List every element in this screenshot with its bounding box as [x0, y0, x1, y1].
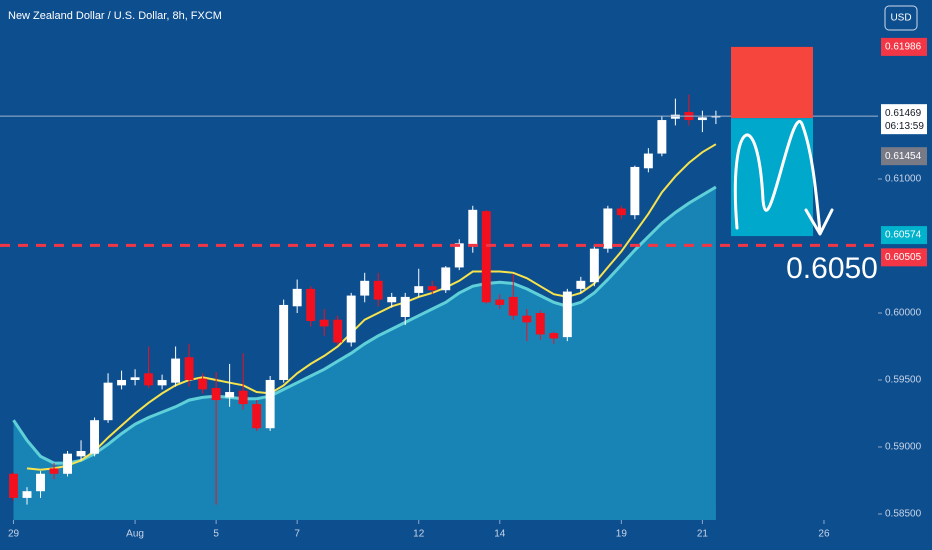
- currency-box[interactable]: [884, 5, 918, 31]
- x-tick-label: 12: [413, 529, 425, 540]
- candle-body: [630, 166, 640, 216]
- candle-body: [238, 390, 248, 405]
- candle-body: [495, 299, 505, 305]
- candle-body: [697, 117, 707, 121]
- price-badge-label: 0.61986: [885, 42, 922, 53]
- candle-body: [103, 382, 113, 421]
- x-tick-label: 19: [616, 529, 628, 540]
- candle-body: [76, 450, 86, 457]
- candle-body: [90, 420, 100, 454]
- candle-body: [346, 295, 356, 343]
- candle-body: [468, 209, 478, 246]
- price-badge: [881, 226, 927, 245]
- price-badge: [881, 248, 927, 267]
- countdown: 06:13:59: [885, 121, 924, 132]
- candle-body: [616, 208, 626, 216]
- candle-body: [603, 208, 613, 249]
- x-tick-label: Aug: [126, 529, 144, 540]
- candle-body: [279, 304, 289, 380]
- candle-body: [643, 153, 653, 169]
- candle-body: [576, 280, 586, 289]
- y-tick-label: 0.58500: [885, 509, 922, 520]
- candle-body: [333, 319, 343, 343]
- candle-body: [49, 468, 59, 474]
- candle-body: [508, 296, 518, 316]
- candle-body: [117, 379, 127, 386]
- candle-body: [414, 286, 424, 293]
- candle-body: [522, 315, 532, 323]
- candle-body: [252, 404, 262, 429]
- candle-body: [670, 114, 680, 119]
- stop-zone: [731, 46, 813, 119]
- candle-body: [387, 296, 397, 303]
- x-tick-label: 14: [494, 529, 506, 540]
- candle-body: [360, 280, 370, 296]
- candle-body: [711, 116, 721, 118]
- x-tick-label: 5: [213, 529, 219, 540]
- price-badge: [881, 147, 927, 166]
- chart-title: New Zealand Dollar / U.S. Dollar, 8h, FX…: [8, 10, 222, 22]
- candle-body: [211, 388, 221, 401]
- arrow: [733, 119, 834, 236]
- candle-body: [427, 286, 437, 291]
- candle-body: [171, 358, 181, 383]
- candle-body: [144, 373, 154, 386]
- candle-body: [373, 280, 383, 300]
- candle-body: [454, 243, 464, 268]
- ma-area: [13, 187, 716, 520]
- y-tick-label: 0.59500: [885, 375, 922, 386]
- y-tick-label: 0.60000: [885, 308, 922, 319]
- price-badge: [881, 104, 927, 135]
- candle-body: [441, 267, 451, 291]
- price-badge: [881, 37, 927, 56]
- ma-line: [12, 185, 717, 465]
- candle-body: [157, 379, 167, 386]
- price-badge-label: 0.61454: [885, 151, 922, 162]
- price-badge-label: 0.60574: [885, 230, 922, 241]
- plot-area: [9, 94, 721, 520]
- candle-body: [306, 288, 316, 322]
- x-tick-label: 7: [294, 529, 300, 540]
- candle-body: [535, 312, 545, 335]
- currency[interactable]: USD: [890, 13, 911, 24]
- candle-body: [400, 296, 410, 318]
- candle-body: [562, 291, 572, 338]
- candle-body: [657, 120, 667, 154]
- candle-body: [319, 319, 329, 327]
- y-tick-label: 0.61000: [885, 174, 922, 185]
- candle-body: [22, 491, 32, 498]
- candle-body: [184, 357, 194, 380]
- price-badge-label: 0.60505: [885, 252, 922, 263]
- x-tick-label: 29: [8, 529, 20, 540]
- candle-body: [589, 248, 599, 283]
- candle-body: [265, 379, 275, 429]
- annotation: 0.6050: [786, 252, 878, 285]
- x-tick-label: 26: [818, 529, 830, 540]
- x-tick-label: 21: [697, 529, 709, 540]
- candle-body: [130, 377, 140, 380]
- y-tick-label: 0.59000: [885, 442, 922, 453]
- candle-body: [481, 211, 491, 303]
- candle-body: [292, 288, 302, 307]
- price-badge-label: 0.61469: [885, 108, 922, 119]
- candle-body: [549, 333, 559, 339]
- ma-line: [26, 143, 717, 471]
- candle-body: [225, 392, 235, 398]
- candle-body: [36, 473, 45, 492]
- candle-body: [63, 453, 72, 474]
- candle-body: [198, 378, 208, 390]
- candle-body: [9, 473, 18, 498]
